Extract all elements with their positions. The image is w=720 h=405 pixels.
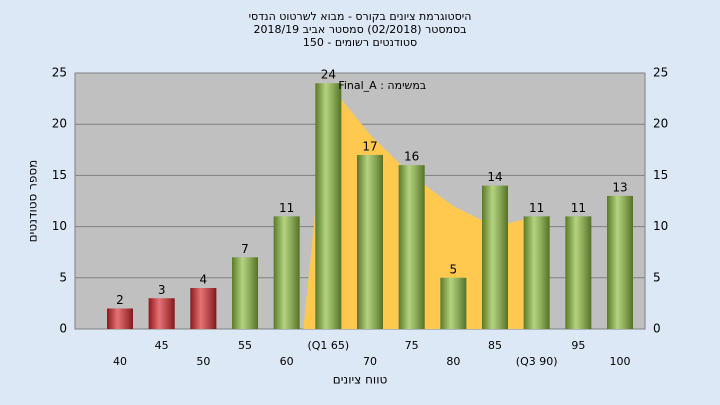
y2-tick-label: 5 <box>653 270 661 284</box>
bar-shade <box>107 308 133 329</box>
y-tick-label: 10 <box>52 219 67 233</box>
x-tick-label: 95 <box>571 339 585 352</box>
y-tick-label: 5 <box>59 270 67 284</box>
bar-shade <box>440 277 467 329</box>
bar-shade <box>357 154 383 329</box>
value-label: 2 <box>116 293 124 307</box>
bar-shade <box>315 83 342 330</box>
annotation: Final_A : במשימה <box>338 79 426 92</box>
bar-shade <box>232 257 258 329</box>
value-label: 17 <box>362 139 377 153</box>
bar-shade <box>482 185 508 329</box>
x-tick-label: (Q3 90) <box>516 355 558 368</box>
x-tick-label: 100 <box>610 355 631 368</box>
x-tick-label: 45 <box>155 339 169 352</box>
y-tick-label: 0 <box>59 322 67 336</box>
y-tick-label: 15 <box>52 168 67 182</box>
bar-shade <box>523 216 550 329</box>
value-label: 11 <box>279 201 294 215</box>
x-tick-label: 75 <box>405 339 419 352</box>
chart-title: היסטוגרמת ציונים בקורס - מבוא לשרטוט הנד… <box>249 10 472 23</box>
value-label: 11 <box>529 201 544 215</box>
value-label: 11 <box>571 201 586 215</box>
x-tick-label: 60 <box>280 355 294 368</box>
value-label: 7 <box>241 242 249 256</box>
y-axis-label: מספר סטודנטים <box>26 160 40 243</box>
value-label: 14 <box>487 170 502 184</box>
y-tick-label: 25 <box>52 66 67 80</box>
x-tick-label: 40 <box>113 355 127 368</box>
chart-title: 150 - סטודנטים רשומים <box>303 36 417 49</box>
value-label: 13 <box>612 180 627 194</box>
value-label: 24 <box>321 68 336 82</box>
y2-tick-label: 0 <box>653 322 661 336</box>
bar-shade <box>565 216 592 329</box>
y-tick-label: 20 <box>52 117 67 131</box>
value-label: 16 <box>404 150 419 164</box>
value-label: 3 <box>158 283 166 297</box>
value-label: 5 <box>450 262 458 276</box>
x-axis-label: טווח ציונים <box>333 373 388 387</box>
bar-shade <box>190 288 217 329</box>
bar-shade <box>398 165 425 329</box>
bar-shade <box>148 298 175 329</box>
x-tick-label: 50 <box>196 355 210 368</box>
chart-title: בסמסטר (02/2018) סמסטר אביב 2018/19 <box>253 23 466 36</box>
x-tick-label: 70 <box>363 355 377 368</box>
bar-shade <box>273 216 300 329</box>
x-tick-label: 55 <box>238 339 252 352</box>
x-tick-label: 80 <box>446 355 460 368</box>
y2-tick-label: 10 <box>653 219 668 233</box>
y2-tick-label: 15 <box>653 168 668 182</box>
bar-shade <box>607 195 633 329</box>
y2-tick-label: 25 <box>653 66 668 80</box>
x-tick-label: (Q1 65) <box>307 339 349 352</box>
y2-tick-label: 20 <box>653 117 668 131</box>
x-tick-label: 85 <box>488 339 502 352</box>
value-label: 4 <box>200 273 208 287</box>
